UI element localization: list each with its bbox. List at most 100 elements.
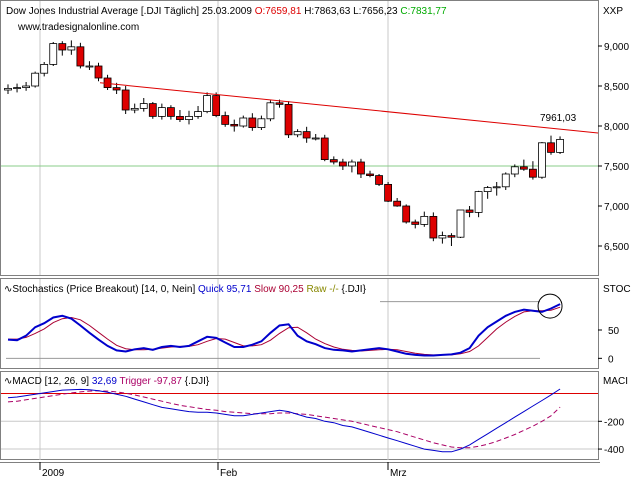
price-trendline [99,82,599,134]
stoch-axis-tag: STOC [603,284,631,295]
candle-body-39 [357,161,365,175]
macd-trigger-line [7,390,561,449]
low-value: L:7656,23 [353,6,398,17]
candle-body-45 [411,221,420,225]
candle-body-31 [284,104,293,136]
candle-body-61 [556,139,564,153]
candle-body-40 [366,173,374,177]
candle-body-56 [510,166,519,175]
candle-body-1 [13,87,21,89]
candle-body-49 [447,235,456,238]
candle-body-29 [266,102,275,120]
macd-panel-frame [0,371,599,460]
candle-body-15 [139,103,148,109]
instrument-name: Dow Jones Industrial Average [.DJI Tägli… [6,6,199,17]
candle-body-32 [293,131,302,136]
candle-body-55 [501,173,510,188]
candle-body-46 [420,215,429,225]
x-axis-labels: 2009 Feb Mrz [39,462,407,479]
candle-body-23 [212,95,221,116]
candle-body-9 [85,65,94,68]
candle-body-12 [112,87,121,91]
stoch-tick-label-50: 50 [608,326,620,337]
trendline-value-label: 7961,03 [540,113,577,124]
x-label-feb: Feb [220,468,238,479]
candle-body-19 [176,116,184,121]
candle-body-10 [94,65,103,79]
watermark: www.tradesignalonline.com [17,22,139,33]
stoch-raw-value: Raw -/- [306,284,338,295]
stoch-plot[interactable] [6,293,563,359]
candle-body-60 [547,142,555,153]
candle-body-24 [221,115,230,125]
candle-body-52 [474,191,483,213]
stoch-quick-line [7,303,561,357]
macd-title-text: MACD [12, 26, 9] [12,376,89,387]
stoch-slow-value: Slow 90,25 [254,284,304,295]
candle-body-22 [203,95,212,112]
candle-body-38 [347,161,356,167]
stoch-tick-label-0: 0 [608,354,614,365]
price-panel-frame [0,0,599,276]
candle-body-25 [230,124,239,127]
candle-body-20 [185,116,193,121]
candle-body-35 [320,137,329,161]
close-value: C:7831,77 [400,6,447,17]
stoch-quick-value: Quick 95,71 [198,284,252,295]
macd-trigger-value: Trigger -97,87 [120,376,183,387]
candle-body-34 [311,137,320,140]
macd-title: ∿MACD [12, 26, 9] 32,69 Trigger -97,87 {… [4,376,210,387]
candle-body-43 [393,200,402,207]
macd-plot[interactable] [1,388,598,453]
x-label-mrz: Mrz [390,468,407,479]
candle-body-13 [121,89,130,111]
candle-body-30 [275,102,284,105]
candle-body-8 [76,46,85,67]
candle-body-21 [194,111,202,117]
candle-body-48 [438,235,447,239]
stoch-panel-frame [0,278,599,369]
price-tick-label-8000: 8,000 [604,122,629,133]
x-label-2009: 2009 [42,468,65,479]
candle-body-37 [338,161,347,167]
candle-body-6 [58,43,67,51]
candle-body-14 [130,108,139,111]
stoch-symbol: {.DJI} [341,284,366,295]
candle-body-44 [402,205,411,223]
candle-body-58 [529,168,537,178]
candle-body-3 [31,72,40,87]
candle-body-18 [166,107,175,117]
stoch-title: ∿Stochastics (Price Breakout) [14, 0, Ne… [4,284,367,295]
stoch-slow-line [8,306,561,356]
candle-body-28 [257,118,266,129]
candle-body-59 [538,142,546,178]
candle-body-47 [429,215,438,239]
candle-body-50 [456,209,465,238]
price-tick-label-7500: 7,500 [604,162,629,173]
candle-body-16 [148,103,157,117]
candle-body-7 [67,46,76,51]
high-value: H:7863,63 [304,6,351,17]
y-axis-ticks: 6,500 7,000 7,500 8,000 8,500 9,000 0 50 -200 -40… [598,42,629,456]
price-title: Dow Jones Industrial Average [.DJI Tägli… [6,6,447,17]
candle-body-36 [329,159,338,163]
macd-tick-label--400: -400 [604,445,624,456]
candle-body-0 [4,88,12,91]
macd-symbol: {.DJI} [185,376,210,387]
candle-body-4 [40,64,49,74]
open-value: O:7659,81 [255,6,302,17]
candle-body-53 [483,187,492,193]
price-plot[interactable] [1,40,599,246]
macd-value: 32,69 [92,376,117,387]
candle-body-51 [465,209,474,213]
candle-body-33 [302,131,311,139]
candle-body-41 [375,175,383,185]
macd-axis-tag: MACI [603,376,628,387]
candle-body-5 [49,43,58,65]
candle-body-2 [22,85,31,88]
grid-layer [1,1,598,460]
candle-body-26 [239,117,248,127]
candle-body-42 [384,183,393,202]
